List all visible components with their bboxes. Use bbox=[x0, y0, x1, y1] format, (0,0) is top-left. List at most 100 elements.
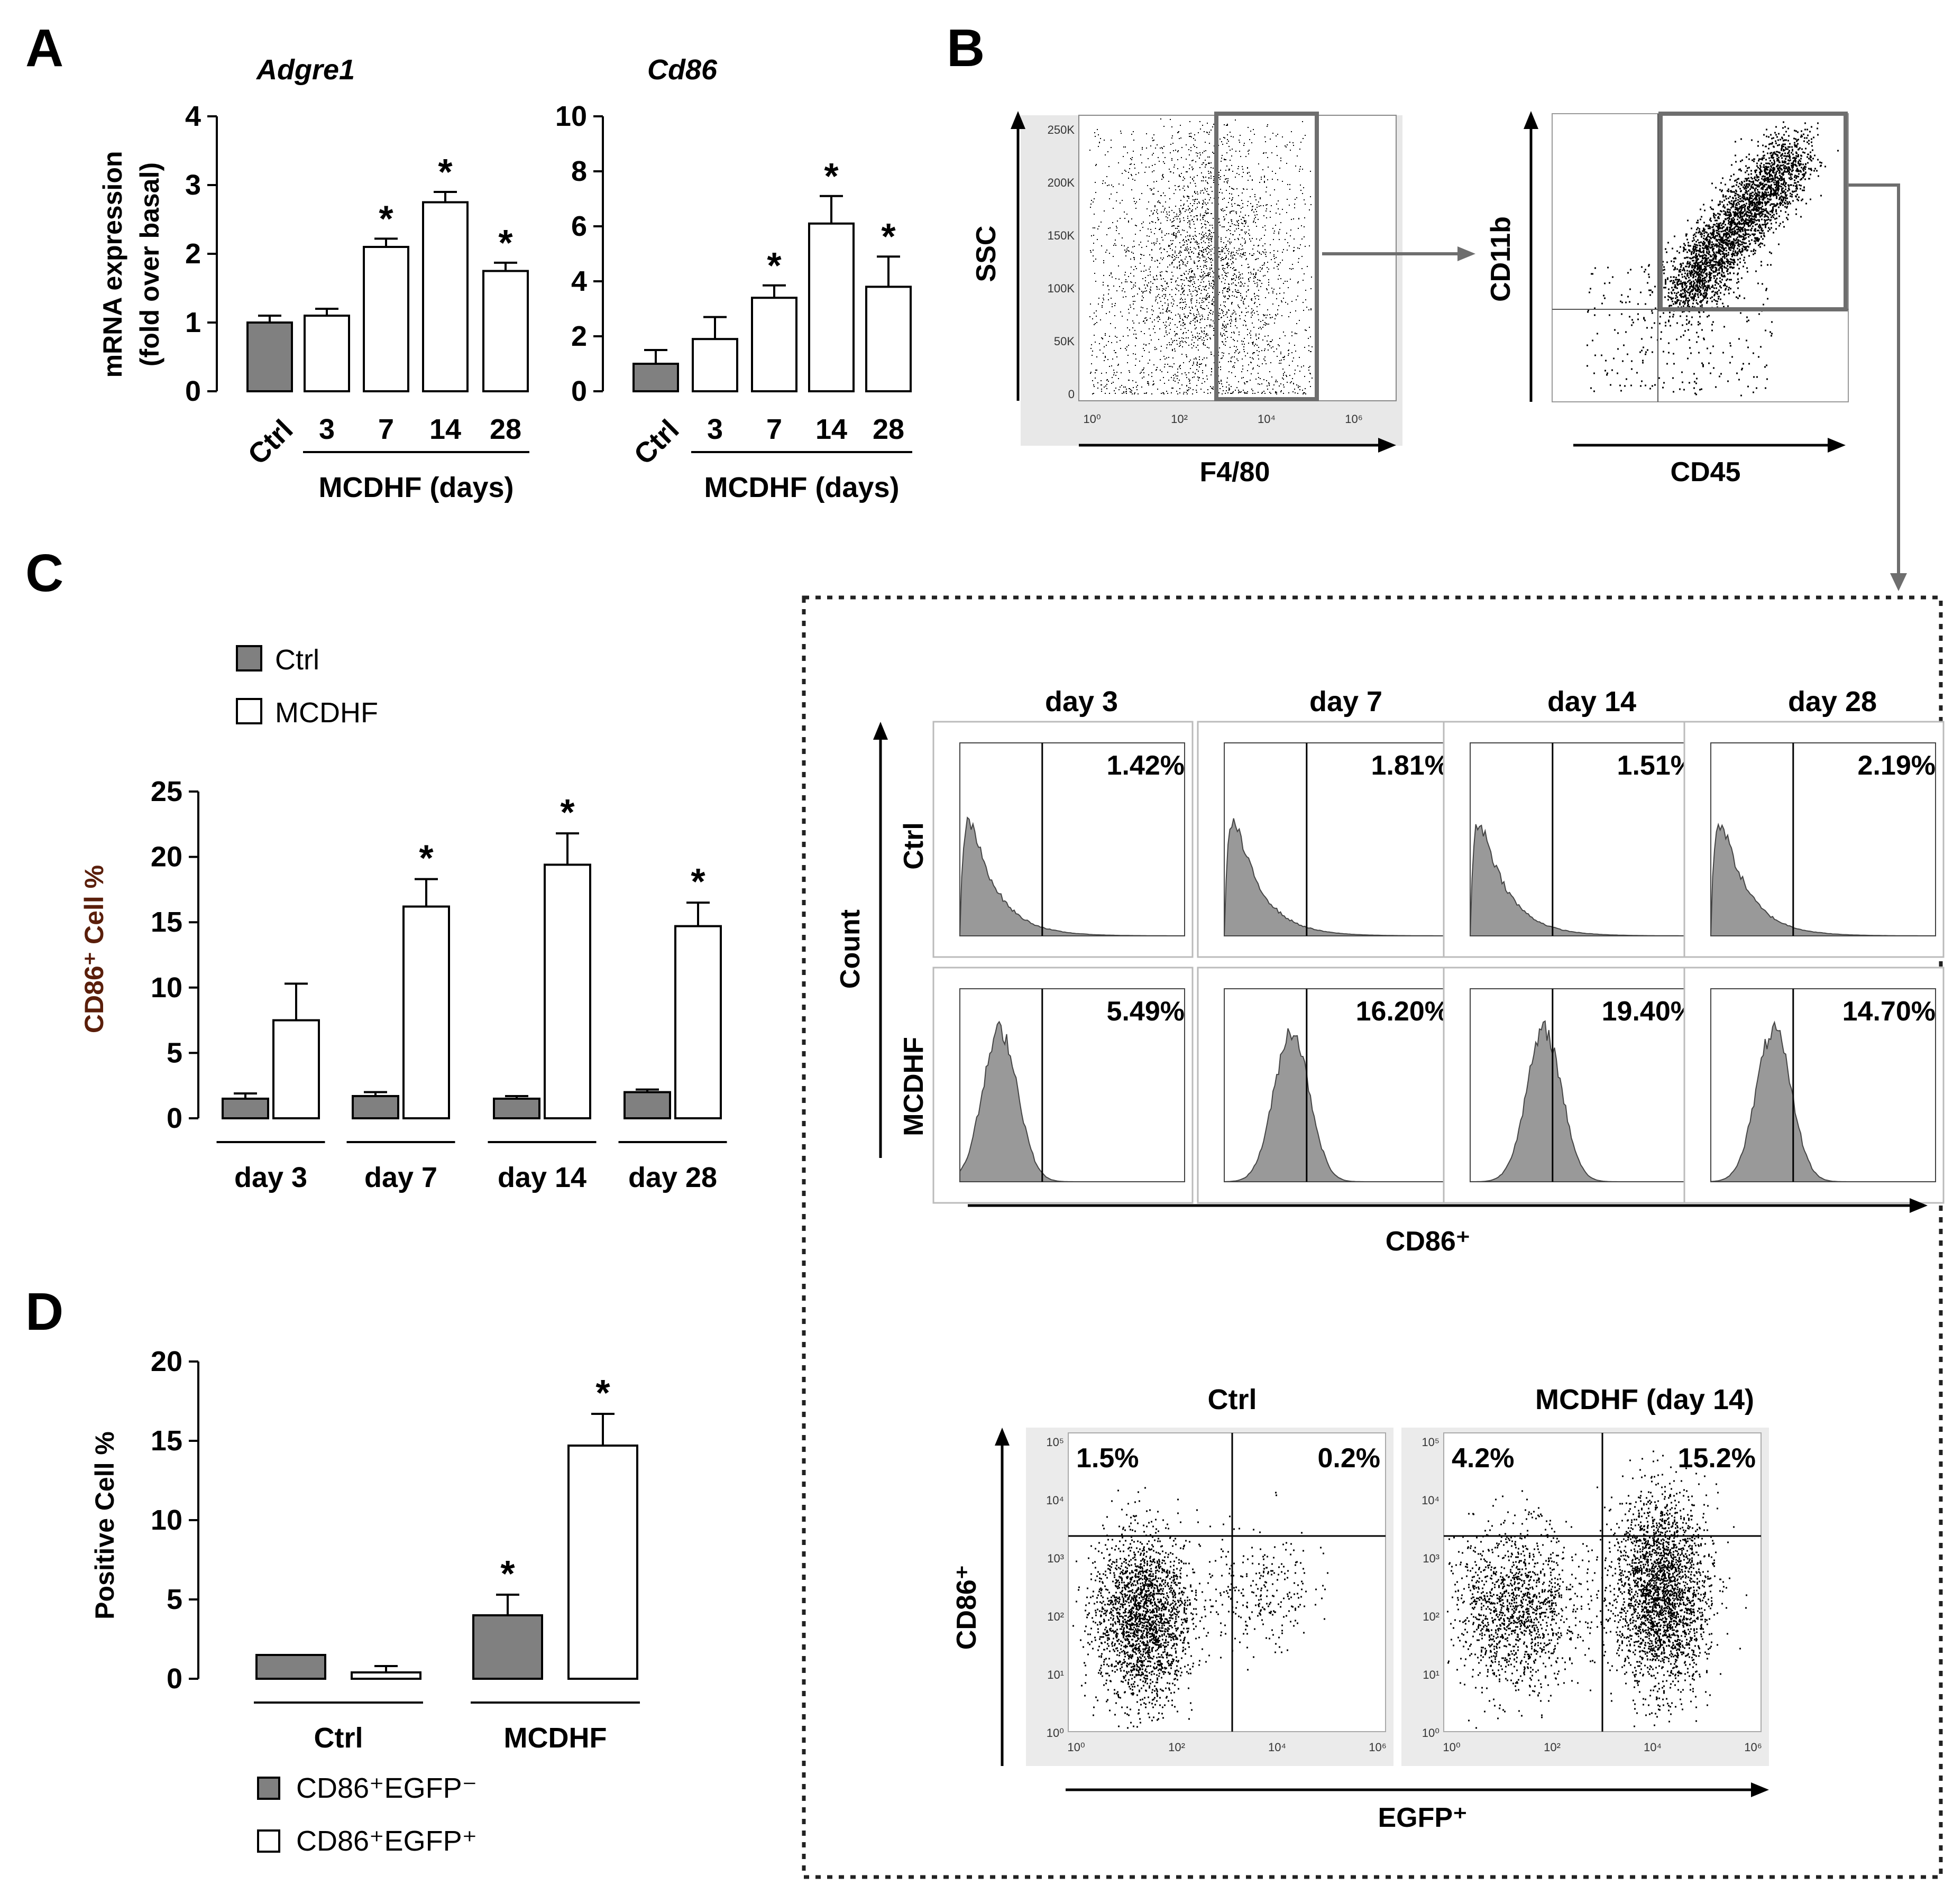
y-tick-label: 0 bbox=[185, 375, 201, 407]
bar bbox=[402, 905, 450, 1119]
bar bbox=[751, 297, 797, 393]
arrow-head bbox=[1524, 111, 1538, 129]
significance-star: * bbox=[438, 151, 453, 192]
y-tick-label: 6 bbox=[571, 210, 587, 242]
y-tick-label: 10⁰ bbox=[1422, 1726, 1439, 1740]
percentage-label: 2.19% bbox=[1858, 750, 1936, 781]
histogram-curve bbox=[1710, 1020, 1936, 1182]
y-axis-title: mRNA expression bbox=[98, 151, 127, 378]
percentage-label: 19.40% bbox=[1602, 996, 1695, 1027]
quadrant-label: 0.2% bbox=[1317, 1443, 1380, 1474]
legend-label: MCDHF bbox=[275, 697, 378, 729]
percentage-label: 1.42% bbox=[1107, 750, 1185, 781]
x-tick-label: 10⁰ bbox=[1067, 1741, 1085, 1754]
percentage-label: 1.81% bbox=[1371, 750, 1449, 781]
bar bbox=[351, 1671, 421, 1680]
histogram-curve bbox=[1224, 1028, 1449, 1182]
y-axis-title: Count bbox=[835, 909, 866, 989]
scatter-points bbox=[1587, 121, 1839, 397]
y-axis-title: SSC bbox=[971, 226, 1002, 282]
chart-adgre1: Adgre1 0 1 2 3 4 Ctrl 3 * 7 * 14 * 28 MCDHF (days) mRNA… bbox=[98, 54, 529, 503]
legend-swatch bbox=[257, 1829, 280, 1853]
y-tick-label: 4 bbox=[185, 100, 201, 132]
x-tick-label: Ctrl bbox=[314, 1722, 363, 1754]
x-tick-label: 10² bbox=[1171, 412, 1188, 426]
bar bbox=[674, 925, 722, 1119]
y-tick-label: 3 bbox=[185, 169, 201, 201]
significance-star: * bbox=[419, 838, 434, 879]
quadrant-label: 4.2% bbox=[1452, 1443, 1515, 1474]
dotted-frame bbox=[802, 595, 1943, 1879]
x-tick-label: 14 bbox=[429, 413, 461, 445]
y-tick-label: 1 bbox=[185, 307, 201, 338]
row-title: MCDHF bbox=[898, 1037, 929, 1136]
y-tick-label: 10 bbox=[151, 1504, 182, 1536]
x-axis-title: CD45 bbox=[1671, 457, 1741, 488]
arrow-head bbox=[995, 1428, 1010, 1446]
histogram-curve bbox=[1710, 822, 1936, 936]
histogram-curve bbox=[1223, 818, 1450, 936]
percentage-label: 16.20% bbox=[1356, 996, 1449, 1027]
arrow-head bbox=[1751, 1782, 1769, 1797]
scatter-points bbox=[1447, 1450, 1747, 1729]
x-tick-label: 10⁴ bbox=[1644, 1741, 1662, 1754]
bar bbox=[624, 1091, 671, 1120]
x-tick-label: 7 bbox=[766, 413, 782, 445]
y-tick-label: 250K bbox=[1048, 123, 1075, 136]
y-tick-label: 150K bbox=[1048, 229, 1075, 242]
significance-star: * bbox=[595, 1372, 610, 1413]
gate-box bbox=[1214, 112, 1319, 401]
column-title: day 28 bbox=[1788, 686, 1877, 718]
arrow-head bbox=[1457, 246, 1475, 261]
x-tick-label: 10⁰ bbox=[1083, 412, 1101, 426]
arrow-head bbox=[873, 722, 888, 740]
y-tick-label: 10¹ bbox=[1047, 1668, 1064, 1681]
panel-label-c: C bbox=[25, 544, 63, 603]
scatter-points bbox=[1072, 1487, 1328, 1729]
bar bbox=[422, 201, 469, 392]
bar bbox=[255, 1654, 326, 1680]
quadrant-label: 1.5% bbox=[1076, 1443, 1139, 1474]
y-tick-label: 10¹ bbox=[1423, 1668, 1439, 1681]
bar bbox=[567, 1445, 638, 1680]
y-tick-label: 10² bbox=[1047, 1610, 1064, 1623]
y-tick-label: 50K bbox=[1054, 335, 1075, 348]
column-title: day 14 bbox=[1547, 686, 1636, 718]
scatter-points bbox=[1089, 118, 1313, 394]
histogram-curve bbox=[959, 816, 1185, 936]
y-tick-label: 100K bbox=[1048, 282, 1075, 295]
significance-star: * bbox=[500, 1553, 515, 1594]
bar bbox=[482, 270, 529, 392]
histogram-curve bbox=[1469, 824, 1695, 936]
column-title: day 7 bbox=[1309, 686, 1382, 718]
y-tick-label: 10 bbox=[151, 972, 182, 1004]
connector-line bbox=[1848, 183, 1900, 576]
flow-gating-panel: 0 50K 100K 150K 200K 250K 10⁰ 10² 10⁴ 10⁶ SSC F4/80… bbox=[802, 111, 1943, 1879]
y-tick-label: 5 bbox=[167, 1037, 182, 1069]
significance-star: * bbox=[691, 861, 705, 902]
histogram-curve bbox=[1470, 1020, 1695, 1182]
x-tick-label: 10⁶ bbox=[1369, 1741, 1387, 1754]
y-axis-title: Positive Cell % bbox=[90, 1431, 120, 1620]
arrow-head bbox=[1910, 1198, 1928, 1213]
x-tick-label: 14 bbox=[815, 413, 847, 445]
y-tick-label: 8 bbox=[571, 155, 587, 187]
x-axis-title: CD86⁺ bbox=[1386, 1226, 1470, 1257]
y-tick-label: 10 bbox=[555, 100, 587, 132]
y-tick-label: 4 bbox=[571, 265, 587, 297]
histogram-cell bbox=[1683, 967, 1945, 1204]
bar bbox=[272, 1019, 320, 1119]
y-tick-label: 20 bbox=[151, 841, 182, 873]
plot-area bbox=[1552, 113, 1849, 402]
chart-positive-cell-percent: 0 5 10 15 20 Ctrl * * MCDHF Positive Cell % CD86⁺E… bbox=[90, 1346, 640, 1857]
y-tick-label: 10⁵ bbox=[1046, 1436, 1064, 1449]
y-tick-label: 10⁵ bbox=[1422, 1436, 1439, 1449]
group-label: MCDHF (days) bbox=[704, 472, 899, 503]
bar bbox=[246, 321, 293, 392]
y-axis-title: CD11b bbox=[1486, 216, 1516, 302]
percentage-label: 5.49% bbox=[1107, 996, 1185, 1027]
y-tick-label: 10⁴ bbox=[1422, 1494, 1439, 1507]
legend-swatch bbox=[236, 698, 262, 724]
arrow-head bbox=[1011, 111, 1025, 129]
